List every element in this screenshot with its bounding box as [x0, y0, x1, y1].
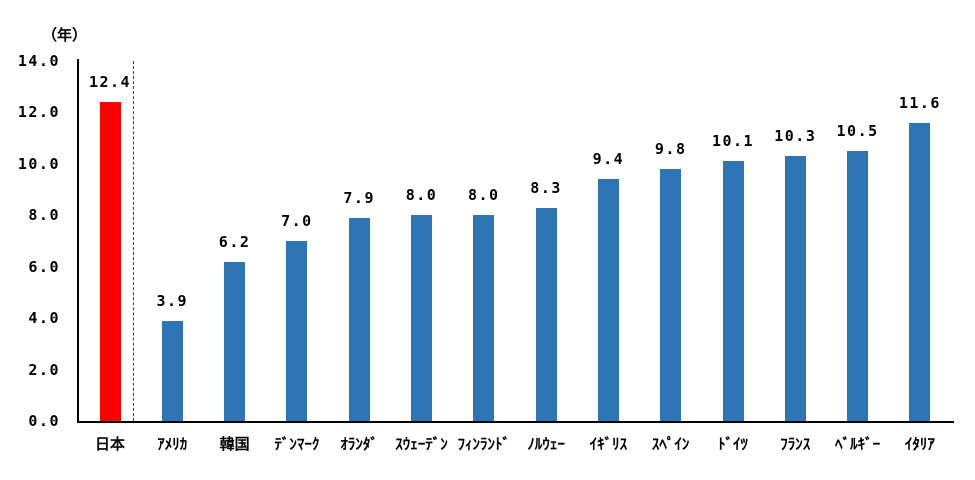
- category-label-10: ﾄﾞｲﾂ: [717, 435, 749, 453]
- category-label-13: ｲﾀﾘｱ: [904, 435, 935, 453]
- bar-value-label-13: 11.6: [898, 93, 941, 112]
- category-label-5: ｽｳｪｰﾃﾞﾝ: [395, 435, 448, 453]
- category-label-12: ﾍﾞﾙｷﾞｰ: [835, 435, 881, 453]
- category-label-9: ｽﾍﾟｲﾝ: [651, 435, 690, 453]
- y-axis-line: [77, 59, 79, 423]
- y-tick-label-14.0: 14.0: [17, 52, 60, 70]
- category-label-7: ﾉﾙｳｪｰ: [527, 435, 565, 453]
- y-tick-label-4.0: 4.0: [28, 309, 60, 328]
- bar-value-label-7: 8.3: [530, 178, 562, 197]
- y-tick-label-12.0: 12.0: [17, 103, 60, 122]
- bar-value-label-11: 10.3: [774, 127, 817, 146]
- bar-13: [909, 122, 931, 421]
- category-label-2: 韓国: [219, 435, 250, 453]
- bar-value-label-5: 8.0: [405, 186, 438, 205]
- bar-7: [535, 207, 557, 421]
- highlight-separator-dashed-line: [133, 61, 134, 421]
- category-label-8: ｲｷﾞﾘｽ: [589, 435, 628, 453]
- bar-2: [224, 261, 246, 421]
- y-tick-label-2.0: 2.0: [28, 360, 60, 379]
- category-label-11: ﾌﾗﾝｽ: [780, 435, 811, 453]
- bar-1: [161, 320, 183, 421]
- bar-value-label-0: 12.4: [88, 73, 132, 92]
- y-tick-label-6.0: 6.0: [28, 257, 60, 276]
- bar-6: [473, 215, 495, 421]
- bar-8: [597, 179, 619, 421]
- y-axis-unit-label: （年）: [42, 26, 88, 44]
- bar-value-label-3: 7.0: [281, 212, 313, 230]
- bar-11: [784, 156, 806, 421]
- bar-10: [722, 161, 744, 421]
- category-label-1: ｱﾒﾘｶ: [157, 435, 188, 453]
- bar-5: [411, 215, 432, 421]
- category-label-3: ﾃﾞﾝﾏｰｸ: [274, 435, 320, 453]
- y-tick-label-8.0: 8.0: [28, 206, 60, 225]
- bar-value-label-1: 3.9: [156, 291, 189, 310]
- category-label-6: ﾌｨﾝﾗﾝﾄﾞ: [457, 435, 511, 453]
- bar-value-label-4: 7.9: [343, 188, 375, 207]
- bar-4: [348, 217, 370, 421]
- category-label-0: 日本: [94, 435, 126, 453]
- y-tick-label-10.0: 10.0: [17, 154, 60, 173]
- bar-value-label-6: 8.0: [468, 186, 500, 205]
- bar-value-label-10: 10.1: [711, 132, 755, 151]
- bar-value-label-12: 10.5: [836, 122, 879, 140]
- bar-value-label-8: 9.4: [592, 150, 625, 169]
- bar-value-label-2: 6.2: [218, 232, 251, 251]
- y-tick-label-0.0: 0.0: [28, 412, 60, 430]
- bar-12: [847, 151, 869, 421]
- category-label-4: ｵﾗﾝﾀﾞ: [340, 435, 378, 453]
- bar-value-label-9: 9.8: [654, 140, 687, 158]
- bar-9: [660, 169, 682, 421]
- bar-3: [286, 241, 308, 421]
- x-axis-line: [77, 421, 954, 423]
- bar-0: [99, 102, 121, 421]
